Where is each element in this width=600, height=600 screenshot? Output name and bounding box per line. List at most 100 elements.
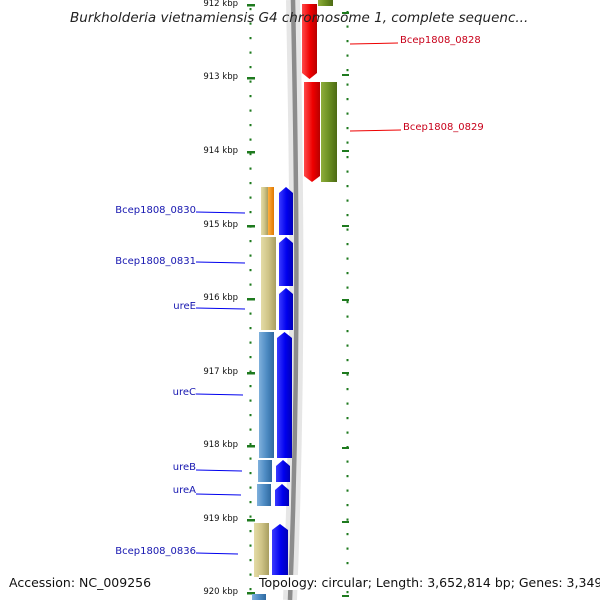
ruler-dot	[346, 460, 349, 463]
ruler-dot	[249, 443, 252, 446]
ruler-dot	[249, 414, 252, 417]
functional-category-bar	[261, 237, 276, 330]
functional-category-bar	[261, 187, 268, 235]
ruler-dot	[346, 402, 349, 405]
ruler-dot	[249, 356, 252, 359]
gene-label-leader-line	[195, 469, 243, 472]
functional-category-bar	[254, 523, 269, 577]
ruler-dot	[346, 98, 349, 101]
ruler-dot	[249, 428, 252, 431]
ruler-label: 912 kbp	[203, 0, 238, 9]
ruler-dot	[249, 182, 252, 185]
functional-category-bar	[252, 594, 266, 600]
gene-label-leader-line	[195, 393, 244, 396]
gene-label[interactable]: Bcep1808_0831	[115, 256, 196, 267]
ruler-dot	[346, 170, 349, 173]
ruler-dot	[249, 240, 252, 243]
functional-category-bar	[258, 460, 272, 482]
gene-label[interactable]: ureC	[172, 387, 196, 398]
gene-arrow-forward	[272, 524, 288, 577]
gene-label[interactable]: Bcep1808_0829	[403, 122, 484, 133]
gene-arrow-forward	[279, 237, 293, 286]
ruler-dot	[346, 562, 349, 565]
gene-arrow-forward	[275, 484, 289, 506]
ruler-dot	[346, 243, 349, 246]
ruler-dot	[346, 127, 349, 130]
ruler-dot	[346, 40, 349, 43]
ruler-dot	[346, 69, 349, 72]
functional-category-bar	[268, 187, 274, 235]
ruler-dot	[249, 573, 252, 576]
ruler-dot	[346, 373, 349, 376]
gene-arrow-reverse	[302, 4, 317, 79]
gene-label-leader-line	[349, 129, 402, 132]
ruler-dot	[346, 417, 349, 420]
ruler-label: 915 kbp	[203, 220, 238, 230]
topology-summary-text: Topology: circular; Length: 3,652,814 bp…	[259, 575, 600, 590]
ruler-dot	[346, 301, 349, 304]
gene-label[interactable]: Bcep1808_0830	[115, 205, 196, 216]
ruler-major-tick	[247, 225, 255, 228]
ruler-dot	[249, 559, 252, 562]
ruler-dot	[249, 254, 252, 257]
ruler-label: 920 kbp	[203, 587, 238, 597]
ruler-dot	[249, 95, 252, 98]
ruler-dot	[346, 315, 349, 318]
ruler-major-tick	[247, 298, 255, 301]
ruler-dot	[346, 330, 349, 333]
ruler-dot	[346, 156, 349, 159]
ruler-dot	[249, 124, 252, 127]
gene-label[interactable]: Bcep1808_0828	[400, 35, 481, 46]
ruler-dot	[249, 167, 252, 170]
ruler-dot	[346, 547, 349, 550]
ruler-dot	[346, 54, 349, 57]
gene-label[interactable]: Bcep1808_0836	[115, 546, 196, 557]
ruler-tick	[342, 447, 349, 449]
ruler-dot	[249, 341, 252, 344]
ruler-tick	[342, 74, 349, 76]
ruler-dot	[346, 388, 349, 391]
functional-category-bar	[318, 0, 333, 6]
ruler-label: 917 kbp	[203, 367, 238, 377]
gene-label[interactable]: ureE	[173, 301, 196, 312]
ruler-dot	[346, 112, 349, 115]
ruler-dot	[346, 431, 349, 434]
ruler-dot	[346, 199, 349, 202]
gene-label[interactable]: ureA	[172, 485, 196, 496]
ruler-dot	[249, 66, 252, 69]
ruler-dot	[346, 489, 349, 492]
functional-category-bar	[321, 82, 337, 182]
ruler-dot	[249, 472, 252, 475]
ruler-dot	[249, 196, 252, 199]
ruler-dot	[249, 8, 252, 11]
accession-text: Accession: NC_009256	[9, 575, 152, 590]
gene-label-leader-line	[195, 261, 246, 264]
functional-category-bar	[257, 484, 271, 506]
gene-label-leader-line	[195, 552, 239, 555]
ruler-dot	[346, 475, 349, 478]
gene-label[interactable]: ureB	[172, 462, 196, 473]
ruler-dot	[249, 544, 252, 547]
ruler-dot	[346, 25, 349, 28]
ruler-dot	[346, 518, 349, 521]
ruler-dot	[346, 83, 349, 86]
sequence-title: Burkholderia vietnamiensis G4 chromosome…	[70, 10, 529, 26]
chromosome-backbone	[287, 0, 299, 600]
ruler-dot	[249, 370, 252, 373]
ruler-label: 913 kbp	[203, 72, 238, 82]
ruler-dot	[249, 385, 252, 388]
ruler-label: 914 kbp	[203, 146, 238, 156]
gene-label-leader-line	[195, 493, 242, 496]
ruler-tick	[342, 595, 349, 597]
ruler-dot	[249, 153, 252, 156]
ruler-label: 918 kbp	[203, 440, 238, 450]
functional-category-bar	[259, 332, 274, 458]
ruler-dot	[346, 272, 349, 275]
gene-arrow-forward	[279, 288, 293, 330]
gene-arrow-forward	[276, 460, 290, 482]
ruler-dot	[346, 591, 349, 594]
ruler-dot	[346, 214, 349, 217]
ruler-major-tick	[247, 372, 255, 375]
